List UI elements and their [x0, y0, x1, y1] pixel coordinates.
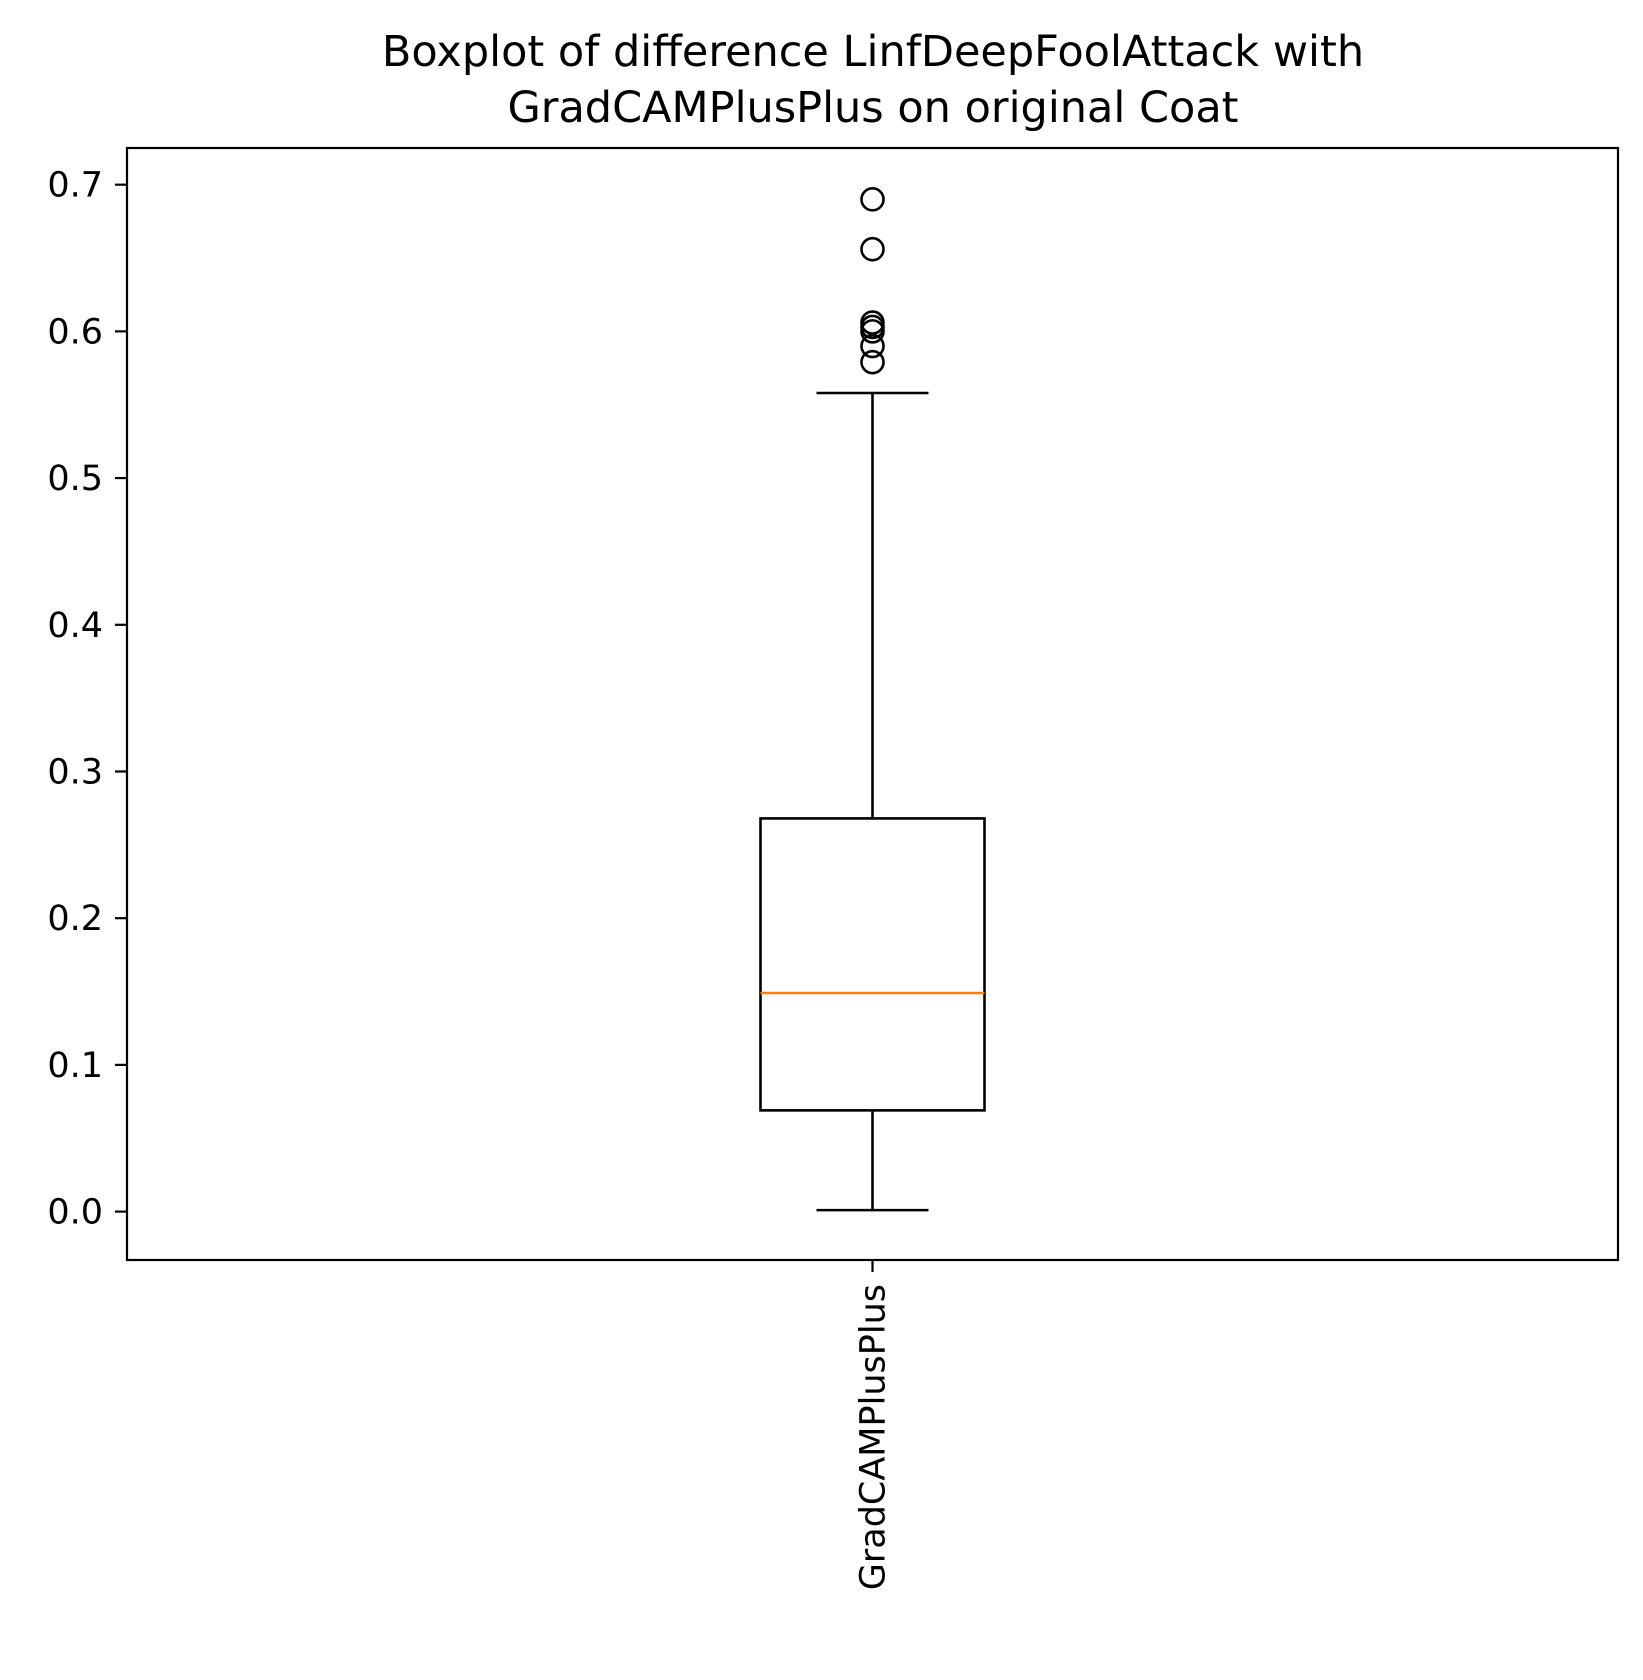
- y-axis: 0.0 0.1 0.2 0.3 0.4 0.5 0.6 0.7: [47, 166, 127, 1233]
- y-tick-label: 0.3: [47, 752, 103, 792]
- outlier-point: [860, 333, 885, 359]
- x-axis: GradCAMPlusPlus: [854, 1260, 894, 1590]
- iqr-box: [759, 817, 986, 1112]
- chart-title-line-1: Boxplot of difference LinfDeepFoolAttack…: [382, 27, 1364, 77]
- y-tick-label: 0.2: [47, 899, 103, 939]
- y-tick-label: 0.6: [47, 312, 103, 352]
- y-tick-label: 0.5: [47, 459, 103, 499]
- y-tick-label: 0.7: [47, 166, 103, 206]
- chart-title-line-2: GradCAMPlusPlus on original Coat: [507, 83, 1238, 133]
- y-tick-label: 0.4: [47, 606, 103, 646]
- y-tick-label: 0.0: [47, 1193, 103, 1233]
- outlier-point: [860, 236, 885, 262]
- outlier-point: [860, 349, 885, 375]
- outlier-point: [860, 187, 885, 212]
- y-tick-label: 0.1: [47, 1046, 103, 1086]
- x-tick-label: GradCAMPlusPlus: [854, 1284, 894, 1590]
- outlier-point: [860, 319, 885, 344]
